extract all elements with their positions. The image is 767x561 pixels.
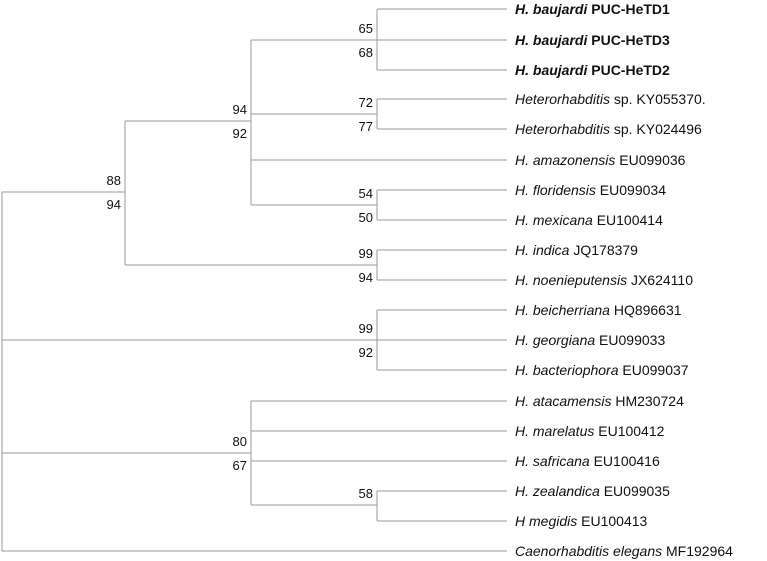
support-value-top: 58 [359, 486, 373, 501]
support-value-bottom: 77 [359, 119, 373, 134]
taxon-name: H. beicherriana [515, 302, 610, 318]
support-value-top: 94 [233, 102, 247, 117]
taxon-name: Caenorhabditis elegans [515, 543, 662, 559]
tree-branches [1, 8, 507, 552]
support-value-top: 99 [359, 321, 373, 336]
taxon-name: H. amazonensis [515, 152, 615, 168]
taxon-accession: sp. KY024496 [610, 121, 702, 137]
taxon-name: H. georgiana [515, 332, 595, 348]
support-value-top: 65 [359, 21, 373, 36]
taxon-name: H. indica [515, 242, 570, 258]
taxon-accession: sp. KY055370. [610, 91, 706, 107]
taxon-accession: EU100413 [577, 513, 647, 529]
taxon-accession: MF192964 [662, 543, 733, 559]
support-value-bottom: 67 [233, 458, 247, 473]
taxon-accession: HQ896631 [610, 302, 682, 318]
taxon-name: H. mexicana [515, 212, 593, 228]
taxon-accession: JX624110 [627, 272, 693, 288]
taxon-accession: HM230724 [611, 393, 684, 409]
taxon-name: H. zealandica [515, 483, 600, 499]
taxon-label: H. georgiana EU099033 [515, 332, 665, 348]
taxon-accession: EU099037 [619, 362, 689, 378]
taxon-label: H. noenieputensis JX624110 [515, 272, 693, 288]
taxon-label: H. baujardi PUC-HeTD3 [515, 32, 670, 48]
taxon-accession: EU100412 [594, 423, 664, 439]
taxon-name: H. marelatus [515, 423, 594, 439]
support-value-bottom: 92 [233, 126, 247, 141]
taxon-label: H. baujardi PUC-HeTD2 [515, 62, 670, 78]
support-value-top: 72 [359, 95, 373, 110]
support-value-top: 80 [233, 434, 247, 449]
support-value-top: 99 [359, 246, 373, 261]
support-value-top: 88 [107, 173, 121, 188]
taxon-label: Heterorhabditis sp. KY024496 [515, 121, 702, 137]
support-value-bottom: 50 [359, 210, 373, 225]
taxon-name: H. safricana [515, 453, 590, 469]
taxon-accession: PUC-HeTD1 [587, 1, 670, 17]
taxon-accession: PUC-HeTD2 [587, 62, 670, 78]
taxon-label: H. atacamensis HM230724 [515, 393, 684, 409]
support-value-bottom: 94 [107, 197, 121, 212]
taxon-accession: EU100416 [590, 453, 660, 469]
support-value-bottom: 92 [359, 345, 373, 360]
taxon-label: H. safricana EU100416 [515, 453, 660, 469]
support-values: 65 68 72 77 54 50 94 92 99 94 88 94 99 92 58 80 67 [107, 21, 373, 501]
taxon-label: H. bacteriophora EU099037 [515, 362, 689, 378]
taxon-label: H. zealandica EU099035 [515, 483, 670, 499]
taxon-accession: EU099036 [615, 152, 685, 168]
taxon-label: H. beicherriana HQ896631 [515, 302, 682, 318]
taxon-label: Caenorhabditis elegans MF192964 [515, 543, 733, 559]
taxon-label: H megidis EU100413 [515, 513, 648, 529]
taxon-accession: EU099035 [600, 483, 670, 499]
taxon-label: H. amazonensis EU099036 [515, 152, 686, 168]
taxon-label: H. mexicana EU100414 [515, 212, 663, 228]
taxon-name: H megidis [515, 513, 577, 529]
taxon-name: Heterorhabditis [515, 91, 610, 107]
support-value-bottom: 94 [359, 270, 373, 285]
taxon-label: Heterorhabditis sp. KY055370. [515, 91, 706, 107]
taxon-label: H. indica JQ178379 [515, 242, 638, 258]
taxon-name: Heterorhabditis [515, 121, 610, 137]
taxon-accession: EU099034 [596, 182, 666, 198]
support-value-bottom: 68 [359, 45, 373, 60]
taxon-name: H. baujardi [515, 62, 588, 78]
taxon-accession: EU100414 [593, 212, 663, 228]
taxon-accession: EU099033 [595, 332, 665, 348]
taxon-label: H. marelatus EU100412 [515, 423, 665, 439]
taxon-accession: JQ178379 [569, 242, 638, 258]
taxon-name: H. atacamensis [515, 393, 611, 409]
taxon-label: H. baujardi PUC-HeTD1 [515, 1, 670, 17]
taxon-name: H. noenieputensis [515, 272, 627, 288]
taxon-name: H. bacteriophora [515, 362, 619, 378]
taxon-label: H. floridensis EU099034 [515, 182, 666, 198]
taxon-accession: PUC-HeTD3 [587, 32, 670, 48]
taxon-name: H. floridensis [515, 182, 596, 198]
taxon-name: H. baujardi [515, 32, 588, 48]
taxon-name: H. baujardi [515, 1, 588, 17]
support-value-top: 54 [359, 186, 373, 201]
